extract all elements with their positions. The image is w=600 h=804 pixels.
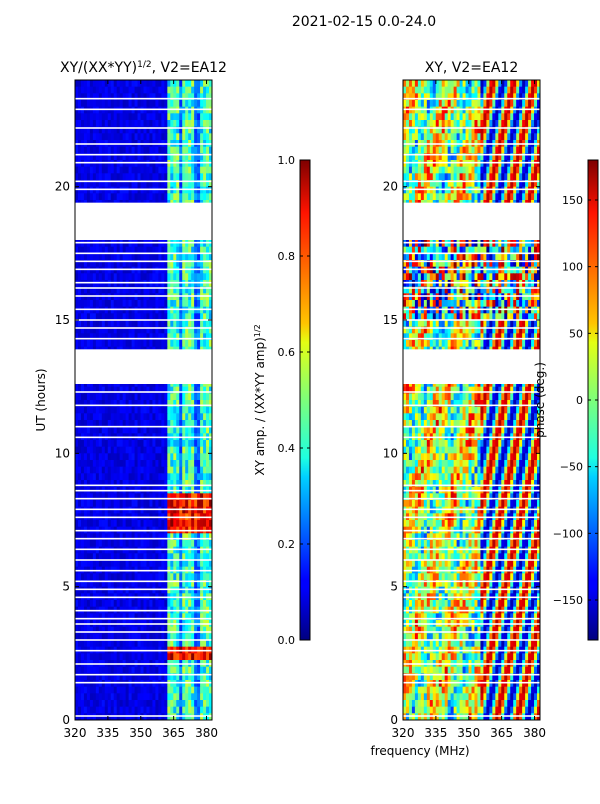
flagged-line (75, 597, 212, 599)
flagged-line (75, 490, 212, 492)
flagged-line (75, 517, 212, 519)
flagged-line (75, 154, 212, 156)
x-tick-label: 365 (162, 726, 185, 740)
flagged-line (75, 509, 212, 511)
flagged-line (75, 391, 212, 393)
flagged-line (75, 98, 212, 100)
flagged-line (75, 261, 212, 263)
amplitude-heatmap (75, 80, 213, 721)
flagged-line (75, 426, 212, 428)
amplitude-panel-title: XY/(XX*YY)1/2, V2=EA12 (60, 60, 227, 76)
flagged-line (75, 327, 212, 329)
y-tick-label: 10 (55, 446, 70, 460)
flagged-line (75, 682, 212, 684)
flagged-line (75, 485, 212, 487)
phase-heatmap (403, 80, 541, 721)
flagged-line (75, 663, 212, 665)
colorbar-tick-label: 0.4 (278, 442, 296, 455)
flagged-line (75, 610, 212, 612)
flagged-line (75, 295, 212, 297)
flagged-line (75, 639, 212, 641)
y-tick-label: 0 (62, 713, 70, 727)
flagged-line (75, 143, 212, 145)
flagged-line (75, 631, 212, 633)
flagged-line (75, 437, 212, 439)
flagged-line (75, 109, 212, 111)
flagged-line (75, 538, 212, 540)
y-tick-label: 15 (55, 313, 70, 327)
flagged-line (75, 715, 212, 717)
figure-suptitle: 2021-02-15 0.0-24.0 (292, 14, 436, 30)
colorbar-tick-label: 0.2 (278, 538, 296, 551)
amplitude-colorbar-label: XY amp. / (XX*YY amp)1/2 (253, 324, 268, 475)
flagged-line (75, 253, 212, 255)
flagged-line (75, 338, 212, 340)
amplitude-ylabel: UT (hours) (34, 368, 48, 431)
colorbar-tick-label: 1.0 (278, 154, 296, 167)
flagged-line (75, 189, 212, 191)
flagged-line (75, 405, 212, 407)
flagged-line (75, 549, 212, 551)
flagged-gap (75, 203, 212, 240)
colorbar-tick-label: 0.8 (278, 250, 296, 263)
flagged-line (75, 559, 212, 561)
flagged-line (75, 498, 212, 500)
x-tick-label: 350 (129, 726, 152, 740)
flagged-line (75, 623, 212, 625)
flagged-line (75, 581, 212, 583)
flagged-line (75, 309, 212, 311)
flagged-line (75, 287, 212, 289)
flagged-line (75, 162, 212, 164)
y-tick-label: 20 (55, 180, 70, 194)
amplitude-colorbar: 0.0 0.2 0.4 0.6 0.8 1.0 XY amp. / (XX*YY amp)… (253, 154, 311, 647)
y-tick-label: 5 (62, 580, 70, 594)
flagged-line (75, 618, 212, 620)
flagged-line (75, 127, 212, 129)
phase-panel-title: XY, V2=EA12 (425, 60, 519, 76)
x-tick-label: 380 (195, 726, 218, 740)
flagged-line (75, 319, 212, 321)
flagged-line (75, 589, 212, 591)
flagged-line (75, 181, 212, 183)
flagged-line (75, 242, 212, 244)
flagged-line (75, 269, 212, 271)
flagged-line (75, 650, 212, 652)
colorbar-tick-label: 0.0 (278, 634, 296, 647)
flagged-gap (75, 349, 212, 384)
flagged-line (75, 530, 212, 532)
colorbar-tick-label: 0.6 (278, 346, 296, 359)
x-tick-label: 335 (96, 726, 119, 740)
x-tick-label: 320 (64, 726, 87, 740)
amplitude-colorbar-gradient (300, 160, 310, 640)
flagged-line (75, 282, 212, 284)
flagged-line (75, 570, 212, 572)
flagged-line (75, 674, 212, 676)
amplitude-panel: XY/(XX*YY)1/2, V2=EA12 320 335 350 365 380 0 5… (34, 60, 227, 740)
